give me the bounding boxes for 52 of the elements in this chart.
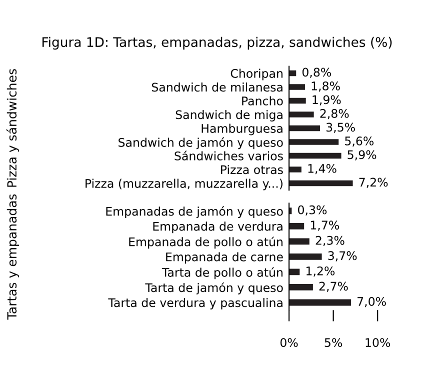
bar <box>289 180 353 186</box>
bar <box>289 112 314 118</box>
data-label: 7,0% <box>358 296 386 308</box>
x-tick-label: 5% <box>324 338 342 348</box>
y-tick-label: Tarta de jamón y queso <box>145 282 283 294</box>
data-label: 5,6% <box>345 136 374 147</box>
y-axis-title: Pizza y sándwiches <box>6 69 20 187</box>
bar <box>289 268 300 276</box>
y-tick-label: Sandwich de jamón y queso <box>118 137 283 150</box>
y-tick-label: Sándwiches varios <box>174 150 283 160</box>
bar <box>289 222 304 230</box>
y-tick-label: Empanada de carne <box>166 252 283 264</box>
bar <box>289 84 305 90</box>
y-tick-label: Hamburguesa <box>202 124 282 136</box>
y-tick-label: Empanadas de jamón y queso <box>106 206 283 218</box>
bar <box>289 152 342 159</box>
x-tick-label: 10% <box>366 338 390 348</box>
data-label: 1,4% <box>308 164 336 174</box>
y-tick-label: Empanada de pollo o atún <box>129 236 282 249</box>
y-tick-label: Pizza otras <box>221 165 283 174</box>
y-axis-title: Tartas y empanadas <box>6 194 20 320</box>
bar <box>289 98 306 104</box>
y-tick-label: Tarta de pollo o atún <box>162 267 282 280</box>
data-label: 5,9% <box>348 150 376 160</box>
y-tick-label: Choripan <box>230 68 282 80</box>
data-label: 3,7% <box>328 251 357 262</box>
data-label: 2,7% <box>319 282 348 292</box>
data-label: 3,5% <box>326 122 355 133</box>
data-label: 1,7% <box>310 220 339 231</box>
bar <box>289 125 320 132</box>
data-label: 1,8% <box>312 81 340 92</box>
bar <box>289 299 352 306</box>
y-tick-label: Pizza (muzzarella, muzzarella y...) <box>86 178 282 190</box>
chart-title: Figura 1D: Tartas, empanadas, pizza, sandwiches (%) <box>42 36 392 50</box>
bar <box>289 166 302 172</box>
data-label: 7,2% <box>359 178 388 188</box>
data-label: 2,3% <box>316 236 344 246</box>
data-label: 0,8% <box>302 68 332 78</box>
bar <box>289 253 322 260</box>
bar <box>289 284 313 290</box>
y-tick-label: Tarta de verdura y pascualina <box>108 298 282 310</box>
y-tick-label: Sandwich de miga <box>176 110 282 122</box>
data-label: 1,9% <box>312 95 341 106</box>
y-tick-label: Pancho <box>242 96 283 106</box>
data-label: 2,8% <box>320 108 349 120</box>
data-label: 1,2% <box>306 266 335 277</box>
bar <box>289 139 339 145</box>
data-label: 0,3% <box>298 205 327 216</box>
y-tick-label: Sandwich de milanesa <box>152 82 282 92</box>
bar <box>289 238 310 245</box>
y-tick-label: Empanada de verdura <box>153 222 282 234</box>
x-tick-label: 0% <box>280 338 298 348</box>
